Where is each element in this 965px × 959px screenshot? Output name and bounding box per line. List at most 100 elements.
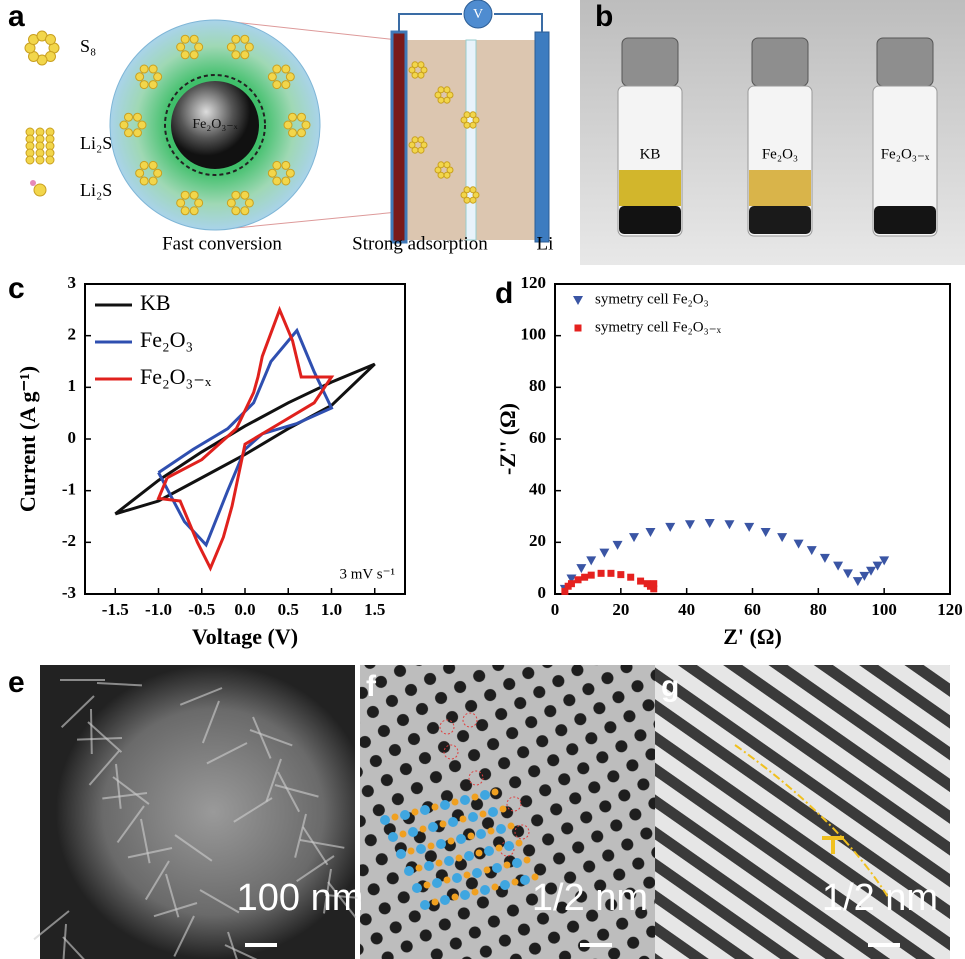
core-shell bbox=[164, 74, 266, 176]
dislocation-line bbox=[734, 744, 891, 901]
vial-liquid bbox=[749, 170, 811, 206]
point bbox=[760, 528, 771, 537]
atom bbox=[507, 822, 515, 830]
cv-curve bbox=[156, 305, 335, 572]
atom bbox=[455, 854, 463, 862]
s8-atom bbox=[434, 91, 442, 99]
sem-fiber bbox=[144, 860, 170, 901]
label: Fe₂O₃₋ₓ bbox=[192, 117, 238, 132]
hrtem-image bbox=[360, 665, 655, 959]
s8-atom bbox=[463, 121, 471, 129]
y-tick-label: 2 bbox=[68, 325, 77, 344]
x-tick-label: 80 bbox=[810, 600, 827, 619]
atom bbox=[415, 864, 423, 872]
s8-atom bbox=[288, 112, 297, 122]
s8-atom bbox=[153, 168, 163, 178]
point bbox=[567, 580, 575, 588]
label: 1/2 nm bbox=[822, 877, 938, 919]
atom bbox=[412, 883, 422, 893]
s8-atom bbox=[226, 42, 236, 52]
s8-atom bbox=[137, 120, 147, 130]
s8-atom bbox=[446, 166, 454, 174]
panel-label: a bbox=[8, 0, 25, 33]
s8-atom bbox=[176, 42, 186, 52]
point bbox=[629, 533, 639, 543]
atom bbox=[404, 866, 414, 876]
atom bbox=[452, 873, 462, 883]
s8-atom bbox=[124, 128, 133, 138]
sem-fiber bbox=[60, 695, 95, 728]
vial-sediment bbox=[874, 206, 936, 234]
s8-atom bbox=[194, 198, 204, 208]
s8-atom bbox=[446, 91, 454, 99]
atom bbox=[480, 885, 490, 895]
x-tick-label: 40 bbox=[678, 600, 695, 619]
atom bbox=[451, 798, 459, 806]
vial-liquid bbox=[874, 170, 936, 206]
s8-atom bbox=[281, 64, 291, 74]
vial-liquid bbox=[619, 170, 681, 206]
label: KB bbox=[140, 290, 171, 315]
sem-fiber bbox=[201, 700, 220, 744]
x-tick-label: 1.0 bbox=[321, 600, 342, 619]
point bbox=[581, 573, 589, 581]
x-tick-label: 60 bbox=[744, 600, 761, 619]
li2s-atom bbox=[33, 183, 47, 197]
x-tick-label: 20 bbox=[612, 600, 629, 619]
atom bbox=[496, 824, 506, 834]
point bbox=[793, 539, 804, 549]
atom bbox=[447, 837, 455, 845]
atom bbox=[444, 856, 454, 866]
label: Li₂S bbox=[80, 180, 112, 200]
label: Fast conversion bbox=[162, 233, 282, 254]
atom bbox=[435, 859, 443, 867]
s8-atom bbox=[472, 191, 480, 199]
defect-mark bbox=[506, 796, 522, 812]
y-tick-label: 1 bbox=[68, 376, 77, 395]
atom bbox=[523, 856, 531, 864]
atom bbox=[491, 883, 499, 891]
s8-atom bbox=[411, 146, 419, 154]
atom bbox=[439, 820, 447, 828]
sem-fiber bbox=[299, 839, 345, 849]
label: 1/2 nm bbox=[532, 877, 648, 919]
atom bbox=[407, 847, 415, 855]
legend-marker bbox=[573, 296, 583, 305]
s8-atom bbox=[240, 206, 250, 216]
atom bbox=[467, 832, 475, 840]
s8-atom bbox=[272, 80, 282, 90]
zoom-line bbox=[214, 211, 399, 231]
s8-atom bbox=[417, 71, 425, 79]
s8-atom bbox=[297, 128, 306, 138]
label: Li bbox=[537, 233, 554, 254]
atom bbox=[492, 863, 502, 873]
sem-fiber bbox=[179, 687, 223, 706]
sem-fiber bbox=[227, 931, 238, 959]
atom bbox=[396, 849, 406, 859]
s8-atom bbox=[133, 112, 142, 122]
point bbox=[777, 533, 788, 543]
atom bbox=[468, 812, 478, 822]
y-tick-label: -3 bbox=[62, 583, 76, 602]
s8-atom bbox=[148, 160, 158, 170]
atom bbox=[427, 842, 435, 850]
cv-curve bbox=[157, 327, 334, 548]
s8-atom bbox=[139, 160, 149, 170]
atom bbox=[451, 893, 459, 901]
s8-atom bbox=[135, 72, 145, 82]
s8-atom bbox=[272, 160, 282, 170]
cv-curve bbox=[114, 362, 376, 516]
y-tick-label: 120 bbox=[521, 273, 547, 292]
sem-fiber bbox=[174, 834, 213, 862]
lisn-atom bbox=[35, 155, 45, 165]
legend-marker bbox=[574, 324, 582, 332]
point bbox=[833, 561, 844, 571]
label: Fe₂O₃ bbox=[140, 327, 193, 352]
atom bbox=[487, 827, 495, 835]
label: Li₂Sₙ bbox=[80, 133, 119, 153]
atom bbox=[391, 813, 399, 821]
dislocation-symbol bbox=[822, 836, 844, 854]
atom bbox=[512, 858, 522, 868]
s8-atom bbox=[283, 120, 293, 130]
atom bbox=[476, 829, 486, 839]
